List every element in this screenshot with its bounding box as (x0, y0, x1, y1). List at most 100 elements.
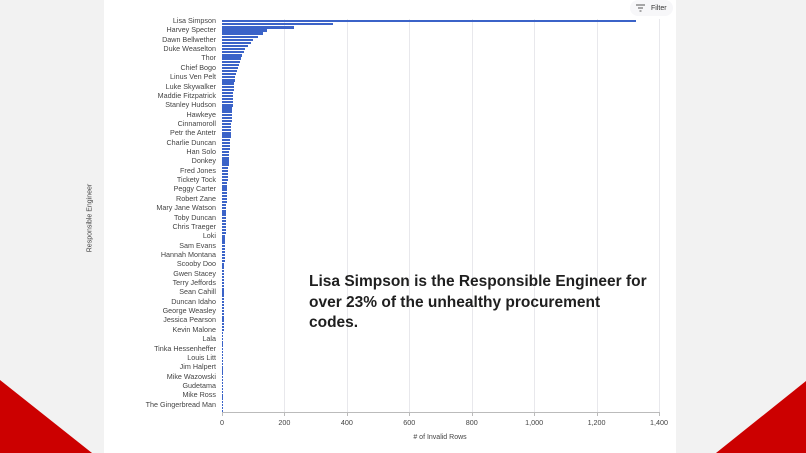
bar[interactable] (222, 122, 232, 126)
bar[interactable] (222, 384, 223, 388)
bar[interactable] (222, 129, 231, 132)
bar[interactable] (222, 32, 263, 35)
bar[interactable] (222, 210, 227, 213)
bar[interactable] (222, 20, 637, 23)
bar[interactable] (222, 294, 225, 297)
bar[interactable] (222, 285, 225, 288)
bar[interactable] (222, 26, 294, 29)
bar[interactable] (222, 391, 223, 394)
bar[interactable] (222, 157, 230, 160)
bar[interactable] (222, 275, 225, 279)
bar[interactable] (222, 160, 229, 163)
bar[interactable] (222, 94, 234, 98)
bar[interactable] (222, 66, 238, 70)
bar[interactable] (222, 147, 230, 151)
bar[interactable] (222, 250, 225, 254)
bar[interactable] (222, 82, 235, 85)
bar[interactable] (222, 179, 228, 182)
bar[interactable] (222, 216, 227, 219)
bar[interactable] (222, 76, 236, 79)
bar[interactable] (222, 310, 224, 313)
bar[interactable] (222, 213, 227, 216)
bar[interactable] (222, 29, 268, 32)
bar[interactable] (222, 191, 227, 194)
bar[interactable] (222, 235, 226, 238)
bar[interactable] (222, 38, 254, 41)
bar[interactable] (222, 232, 226, 235)
bar[interactable] (222, 88, 234, 91)
bar[interactable] (222, 144, 230, 148)
bar[interactable] (222, 394, 223, 397)
bar[interactable] (222, 260, 225, 263)
bar[interactable] (222, 303, 224, 307)
bar[interactable] (222, 344, 224, 347)
bar[interactable] (222, 253, 225, 257)
bar[interactable] (222, 400, 223, 403)
bar[interactable] (222, 363, 223, 366)
bar[interactable] (222, 23, 334, 26)
bar[interactable] (222, 328, 224, 332)
bar[interactable] (222, 306, 224, 310)
bar[interactable] (222, 397, 223, 400)
bar[interactable] (222, 325, 224, 328)
bar[interactable] (222, 101, 233, 104)
bar[interactable] (222, 204, 227, 207)
bar[interactable] (222, 188, 227, 191)
bar[interactable] (222, 57, 241, 60)
bar[interactable] (222, 316, 224, 319)
bar[interactable] (222, 347, 224, 350)
bar[interactable] (222, 375, 223, 378)
bar[interactable] (222, 48, 246, 51)
bar[interactable] (222, 406, 223, 410)
bar[interactable] (222, 51, 244, 54)
bar[interactable] (222, 113, 232, 116)
bar[interactable] (222, 154, 230, 157)
bar[interactable] (222, 79, 235, 82)
bar[interactable] (222, 175, 228, 179)
bar[interactable] (222, 288, 225, 291)
bar[interactable] (222, 353, 224, 357)
bar[interactable] (222, 97, 234, 101)
bar[interactable] (222, 388, 223, 391)
bar[interactable] (222, 409, 223, 413)
bar[interactable] (222, 132, 231, 135)
bar[interactable] (222, 194, 227, 197)
bar[interactable] (222, 291, 225, 294)
bar[interactable] (222, 200, 227, 204)
bar[interactable] (222, 338, 224, 341)
bar[interactable] (222, 300, 224, 303)
bar[interactable] (222, 141, 231, 144)
bar[interactable] (222, 247, 226, 250)
bar[interactable] (222, 241, 226, 244)
bar[interactable] (222, 85, 234, 88)
bar[interactable] (222, 350, 224, 353)
bar[interactable] (222, 135, 231, 138)
bar[interactable] (222, 278, 225, 282)
bar[interactable] (222, 257, 225, 260)
bar[interactable] (222, 222, 226, 226)
bar[interactable] (222, 185, 228, 188)
bar[interactable] (222, 341, 224, 344)
bar[interactable] (222, 359, 223, 363)
bar[interactable] (222, 244, 226, 247)
bar[interactable] (222, 35, 258, 38)
bar[interactable] (222, 104, 233, 107)
bar[interactable] (222, 166, 229, 169)
bar[interactable] (222, 319, 224, 322)
bar[interactable] (222, 182, 228, 185)
bar[interactable] (222, 238, 226, 241)
bar[interactable] (222, 110, 233, 113)
filter-button[interactable]: Filter (630, 0, 673, 16)
bar[interactable] (222, 73, 236, 76)
bar[interactable] (222, 369, 223, 372)
bar[interactable] (222, 331, 224, 335)
bar[interactable] (222, 269, 225, 272)
bar[interactable] (222, 116, 232, 119)
bar[interactable] (222, 41, 251, 45)
bar[interactable] (222, 263, 225, 266)
bar[interactable] (222, 107, 233, 110)
bar[interactable] (222, 54, 243, 57)
bar[interactable] (222, 172, 229, 176)
bar[interactable] (222, 91, 234, 95)
bar[interactable] (222, 63, 239, 66)
